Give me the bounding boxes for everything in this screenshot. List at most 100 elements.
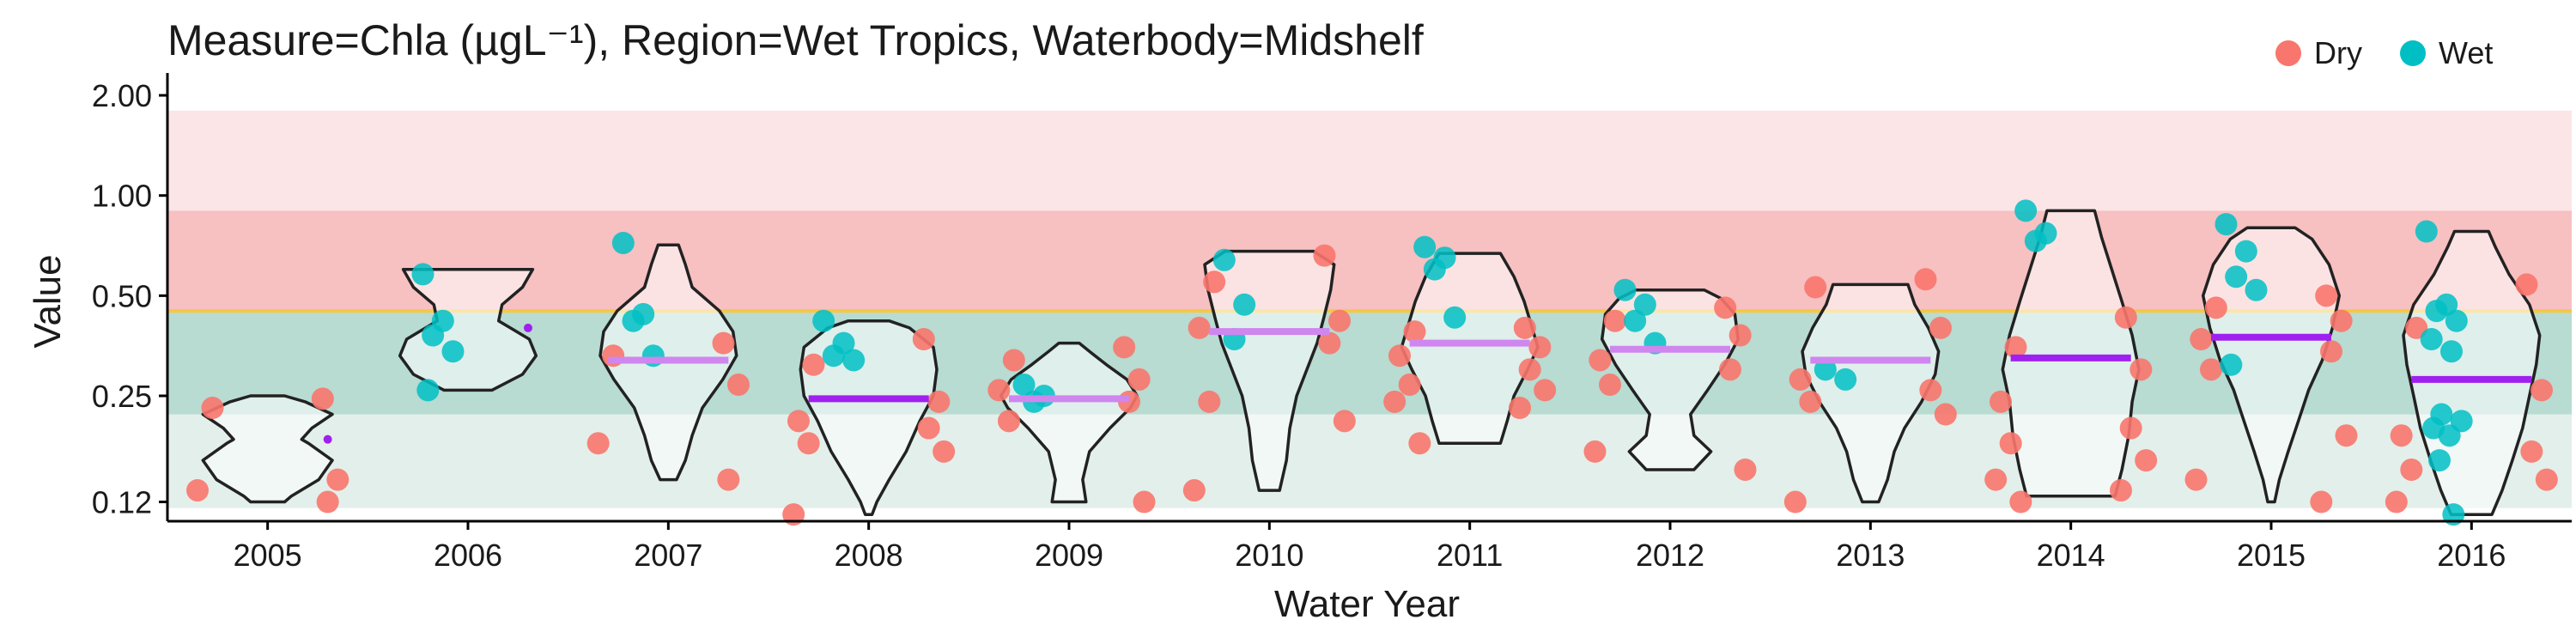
dry-point bbox=[1518, 358, 1541, 381]
dry-point bbox=[1914, 268, 1937, 291]
wet-point bbox=[1012, 374, 1036, 397]
dry-point bbox=[1719, 358, 1741, 381]
dry-point bbox=[1714, 296, 1737, 319]
x-tick-label: 2010 bbox=[1235, 538, 1303, 573]
y-tick-label: 1.00 bbox=[92, 179, 152, 214]
dry-point bbox=[727, 374, 750, 397]
wet-point bbox=[411, 263, 434, 286]
wet-point bbox=[2415, 220, 2438, 243]
wet-point bbox=[2440, 340, 2463, 363]
dry-point bbox=[917, 416, 940, 440]
x-axis-label: Water Year bbox=[1274, 583, 1460, 625]
dry-point bbox=[2200, 358, 2222, 381]
wet-point bbox=[822, 344, 845, 368]
x-tick-label: 2008 bbox=[835, 538, 903, 573]
dry-point bbox=[1388, 344, 1411, 368]
y-tick-label: 2.00 bbox=[92, 78, 152, 113]
dry-point bbox=[717, 468, 740, 491]
wet-point bbox=[1633, 293, 1656, 316]
wet-point bbox=[2420, 328, 2443, 351]
dry-point bbox=[1509, 397, 1531, 420]
dry-point bbox=[2004, 336, 2027, 359]
dry-point bbox=[201, 397, 224, 420]
x-tick-label: 2011 bbox=[1437, 538, 1503, 573]
dry-point bbox=[2009, 490, 2032, 513]
chart-title: Measure=Chla (µgL⁻¹), Region=Wet Tropics… bbox=[167, 16, 1424, 64]
y-tick-label: 0.12 bbox=[92, 485, 152, 520]
wet-point bbox=[2425, 300, 2448, 323]
legend-label-wet: Wet bbox=[2439, 35, 2493, 70]
wet-point bbox=[1413, 235, 1437, 258]
dry-point bbox=[2320, 340, 2342, 363]
dry-point bbox=[2190, 328, 2213, 351]
dry-point bbox=[1929, 316, 1952, 339]
wet-point bbox=[2220, 353, 2243, 376]
wet-point bbox=[812, 309, 835, 332]
dry-point bbox=[186, 479, 209, 502]
wet-point bbox=[1443, 306, 1467, 329]
dry-point bbox=[1328, 309, 1351, 332]
violin-2013 bbox=[1801, 283, 1941, 504]
y-axis-label: Value bbox=[27, 254, 69, 348]
violins bbox=[201, 209, 2542, 516]
dry-point bbox=[1603, 309, 1626, 332]
dry-point bbox=[311, 387, 334, 410]
dry-point bbox=[797, 432, 820, 455]
dry-point bbox=[2184, 468, 2208, 491]
wet-point bbox=[441, 340, 465, 363]
dry-point bbox=[1383, 390, 1406, 413]
threshold-bands bbox=[167, 110, 2572, 508]
band-3 bbox=[167, 110, 2572, 211]
violin-2006 bbox=[398, 267, 538, 392]
dry-point bbox=[1398, 374, 1421, 397]
x-tick-label: 2009 bbox=[1035, 538, 1103, 573]
wet-point bbox=[2438, 424, 2461, 447]
legend-key-wet bbox=[2400, 40, 2426, 66]
y-tick-label: 0.50 bbox=[92, 278, 152, 313]
band-2 bbox=[167, 210, 2572, 312]
dry-point bbox=[2135, 449, 2158, 472]
dry-point bbox=[1403, 320, 1426, 343]
x-tick-label: 2007 bbox=[634, 538, 702, 573]
dry-point bbox=[2515, 273, 2538, 296]
wet-point bbox=[2225, 265, 2248, 289]
median-2006 bbox=[524, 323, 532, 332]
dry-point bbox=[586, 432, 610, 455]
wet-point bbox=[2428, 449, 2451, 472]
dry-point bbox=[2310, 490, 2333, 513]
dry-point bbox=[1583, 440, 1607, 463]
wet-point bbox=[2245, 278, 2268, 301]
data-points bbox=[186, 199, 2558, 526]
wet-point bbox=[2445, 309, 2468, 332]
dry-point bbox=[1188, 316, 1211, 339]
dry-point bbox=[912, 328, 935, 351]
wet-point bbox=[1834, 368, 1857, 391]
dry-point bbox=[712, 331, 735, 355]
dry-point bbox=[2335, 424, 2358, 447]
dry-point bbox=[316, 490, 339, 513]
dry-point bbox=[1333, 410, 1356, 433]
median-2005 bbox=[323, 434, 332, 444]
dry-point bbox=[1127, 368, 1151, 391]
dry-point bbox=[1999, 432, 2022, 455]
dry-point bbox=[1783, 490, 1807, 513]
dry-point bbox=[2110, 479, 2132, 502]
x-tick-label: 2014 bbox=[2037, 538, 2105, 573]
dry-point bbox=[1528, 336, 1552, 359]
dry-point bbox=[2530, 379, 2553, 402]
axes: 0.12 0.25 0.50 1.00 2.00 2005 2006 2007 2008 2009… bbox=[92, 73, 2572, 573]
dry-point bbox=[2535, 468, 2558, 491]
violin-2005 bbox=[201, 394, 334, 504]
dry-point bbox=[987, 379, 1011, 402]
wet-point bbox=[1814, 358, 1837, 381]
dry-point bbox=[2400, 458, 2423, 481]
violin-2015 bbox=[2201, 226, 2342, 504]
violin-2009 bbox=[999, 341, 1139, 504]
median-markers bbox=[323, 323, 2532, 444]
dry-point bbox=[1919, 379, 1942, 402]
wet-point bbox=[416, 379, 440, 402]
dry-point bbox=[927, 390, 951, 413]
dry-point bbox=[2390, 424, 2413, 447]
wet-point bbox=[842, 349, 866, 372]
dry-point bbox=[1113, 336, 1136, 359]
